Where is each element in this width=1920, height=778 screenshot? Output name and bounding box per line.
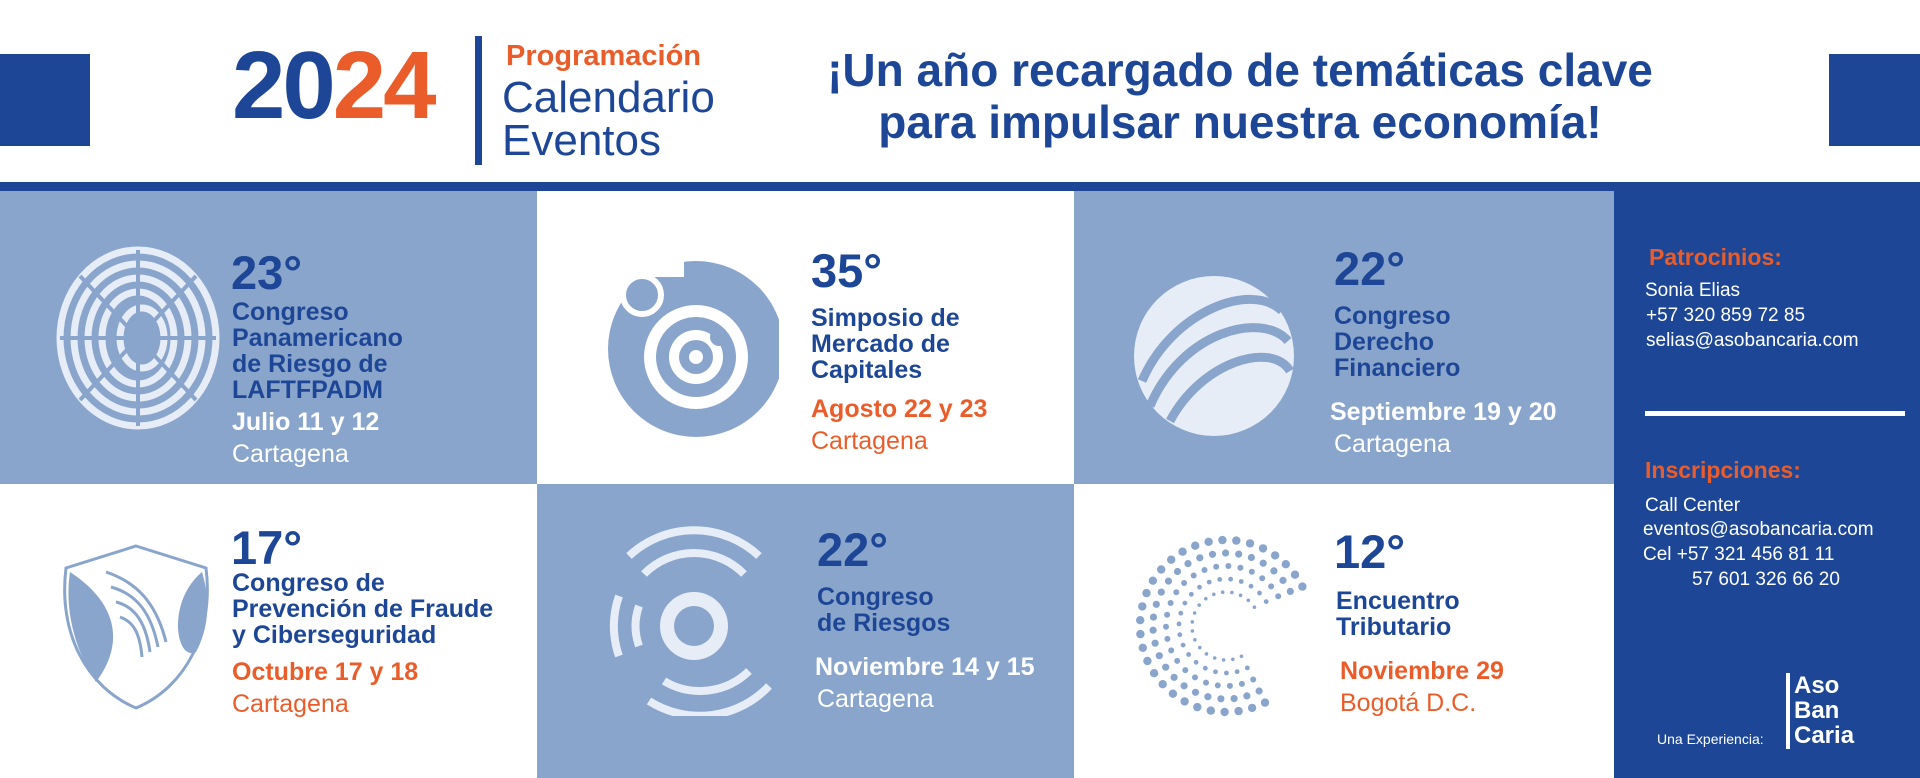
event-ordinal: 17° (231, 521, 303, 574)
event-name-line: Congreso (817, 583, 934, 611)
header-rule (0, 182, 1920, 191)
event-name-line: Mercado de (811, 330, 950, 358)
calendar-title-line-1: Calendario (502, 73, 715, 122)
cel-phone[interactable]: Cel +57 321 456 81 11 (1643, 544, 1835, 565)
event-city: Bogotá D.C. (1340, 689, 1477, 717)
event-date: Noviembre 29 (1340, 657, 1504, 685)
event-card-4: 17° Congreso de Prevención de Fraude y C… (0, 484, 537, 778)
event-name-line: LAFTFPADM (232, 376, 383, 404)
spiral-circles-icon (604, 257, 779, 437)
event-date: Noviembre 14 y 15 (815, 653, 1035, 681)
event-name-line: Financiero (1334, 354, 1461, 382)
call-center-label: Call Center (1645, 495, 1741, 516)
calendar-title-line-2: Eventos (502, 116, 661, 165)
brand-line: Ban (1794, 697, 1840, 724)
sponsor-email[interactable]: selias@asobancaria.com (1646, 330, 1859, 351)
dotted-spiral-icon (1136, 535, 1307, 717)
events-email[interactable]: eventos@asobancaria.com (1643, 519, 1874, 540)
event-name-line: Tributario (1336, 613, 1452, 641)
event-name-line: de Riesgo de (232, 350, 388, 378)
tagline-line-2: para impulsar nuestra economía! (878, 96, 1602, 148)
left-accent-block (0, 54, 90, 146)
registration-heading: Inscripciones: (1645, 457, 1801, 483)
event-card-1: 23° Congreso Panamericano de Riesgo de L… (0, 191, 537, 484)
event-date: Septiembre 19 y 20 (1330, 398, 1557, 426)
sponsor-phone[interactable]: +57 320 859 72 85 (1646, 305, 1806, 326)
event-city: Cartagena (232, 690, 349, 718)
event-name-line: Congreso (232, 298, 349, 326)
event-name: Congreso de Prevención de Fraude y Ciber… (232, 570, 493, 648)
event-name-line: de Riesgos (817, 609, 951, 637)
calendar-title: Calendario Eventos (502, 73, 715, 165)
event-name-line: Panamericano (232, 324, 403, 352)
event-card-6: 12° Encuentro Tributario Noviembre 29 Bo… (1074, 484, 1614, 778)
event-date: Agosto 22 y 23 (811, 395, 988, 423)
tagline: ¡Un año recargado de temáticas clave par… (800, 44, 1680, 148)
programacion-label: Programación (506, 40, 701, 72)
experience-label: Una Experiencia: (1657, 731, 1764, 747)
event-date: Julio 11 y 12 (232, 408, 380, 436)
ringed-sphere-icon (1134, 276, 1294, 436)
event-name: Simposio de Mercado de Capitales (811, 305, 960, 383)
event-city: Cartagena (811, 427, 928, 455)
event-name-line: Simposio de (811, 304, 960, 332)
contact-panel: Patrocinios: Sonia Elias +57 320 859 72 … (1614, 191, 1920, 778)
brand-line: Aso (1794, 672, 1840, 699)
year-part-1: 20 (232, 32, 336, 139)
event-ordinal: 22° (817, 523, 889, 576)
event-name-line: Congreso de (232, 569, 385, 597)
right-accent-block (1829, 54, 1920, 146)
landline-phone[interactable]: 57 601 326 66 20 (1692, 569, 1840, 590)
event-name-line: Derecho (1334, 328, 1435, 356)
year-title: 2024 (232, 38, 437, 134)
title-divider (475, 36, 482, 165)
event-ordinal: 22° (1334, 242, 1406, 295)
event-name: Congreso Panamericano de Riesgo de LAFTF… (232, 299, 403, 403)
brand-bar (1786, 673, 1790, 749)
torus-stripes-icon (56, 246, 220, 430)
event-date: Octubre 17 y 18 (232, 658, 419, 686)
fingerprint-shield-icon (63, 544, 209, 710)
event-card-5: 22° Congreso de Riesgos Noviembre 14 y 1… (537, 484, 1074, 778)
panel-divider (1645, 411, 1905, 416)
sponsors-heading: Patrocinios: (1649, 244, 1782, 270)
sponsor-name: Sonia Elias (1645, 280, 1741, 301)
event-name-line: Encuentro (1336, 587, 1460, 615)
event-city: Cartagena (232, 440, 349, 468)
event-name-line: Prevención de Fraude (232, 595, 494, 623)
event-ordinal: 23° (231, 246, 303, 299)
event-name: Encuentro Tributario (1336, 588, 1460, 640)
event-card-3: 22° Congreso Derecho Financiero Septiemb… (1074, 191, 1614, 484)
event-name-line: Congreso (1334, 302, 1451, 330)
year-part-2: 24 (332, 32, 437, 139)
asobancaria-logo: Aso Ban Caria (1794, 673, 1854, 748)
event-city: Cartagena (817, 685, 934, 713)
event-ordinal: 12° (1334, 525, 1406, 578)
event-card-2: 35° Simposio de Mercado de Capitales Ago… (537, 191, 1074, 484)
event-name: Congreso de Riesgos (817, 584, 950, 636)
event-name-line: y Ciberseguridad (232, 621, 437, 649)
event-city: Cartagena (1334, 430, 1451, 458)
event-name: Congreso Derecho Financiero (1334, 303, 1460, 381)
event-ordinal: 35° (811, 244, 883, 297)
maze-arcs-icon (609, 526, 772, 716)
brand-line: Caria (1794, 722, 1855, 749)
event-name-line: Capitales (811, 356, 923, 384)
page-header: 2024 Programación Calendario Eventos ¡Un… (0, 0, 1920, 182)
tagline-line-1: ¡Un año recargado de temáticas clave (827, 44, 1653, 96)
